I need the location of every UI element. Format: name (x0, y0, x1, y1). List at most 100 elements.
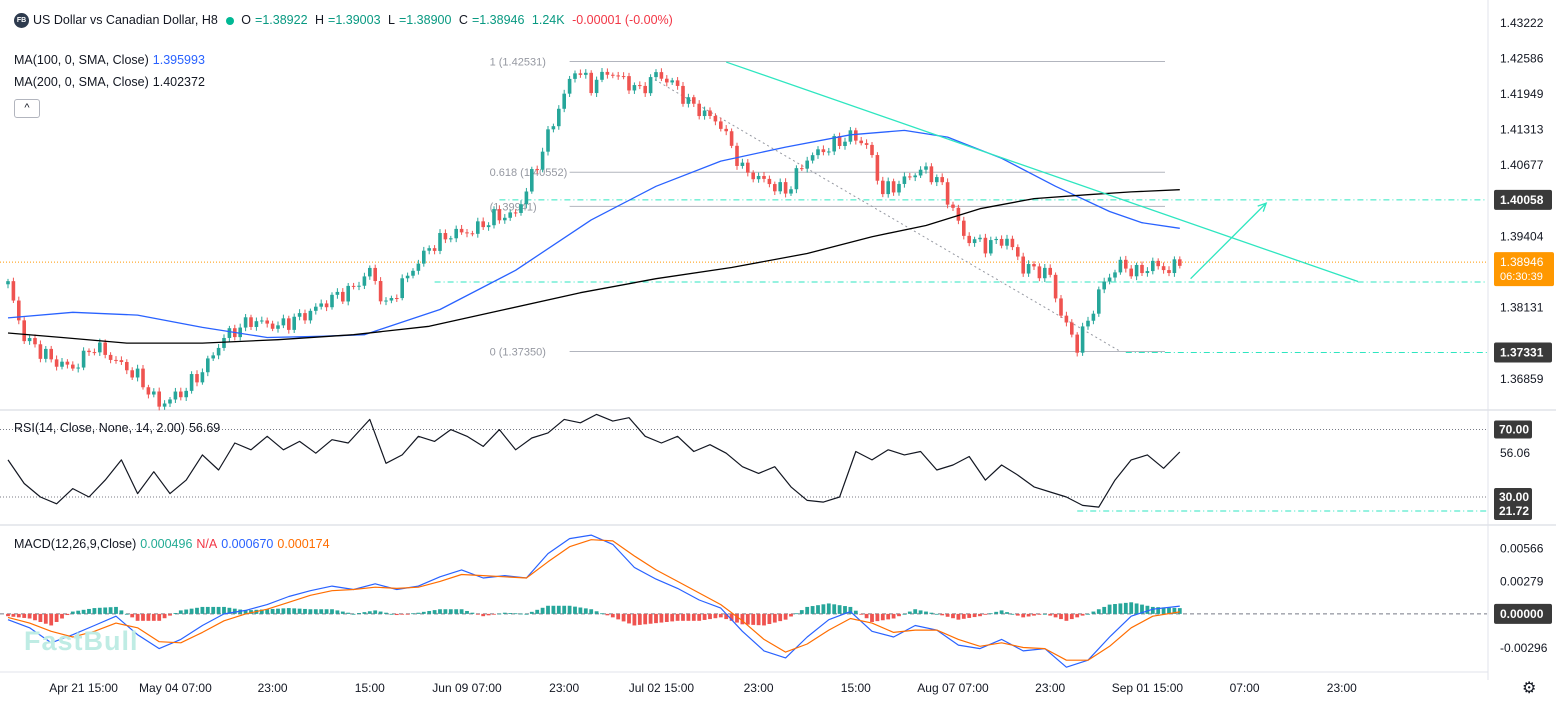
candle-body (800, 168, 804, 170)
macd-histogram-bar (508, 613, 513, 614)
candle-body (978, 237, 982, 240)
macd-histogram-bar (1037, 613, 1042, 615)
macd-histogram-bar (724, 613, 729, 620)
candle-body (206, 358, 210, 373)
candle-body (33, 338, 37, 345)
macd-histogram-bar (918, 610, 923, 614)
candle-body (729, 131, 734, 146)
macd-histogram-bar (65, 613, 70, 616)
candle-body (805, 160, 809, 169)
macd-histogram-bar (400, 613, 405, 615)
candle-body (1102, 281, 1106, 290)
time-axis-label: Apr 21 15:00 (49, 681, 118, 695)
macd-histogram-bar (1010, 613, 1015, 615)
price-level-badge (1494, 342, 1552, 363)
macd-histogram-bar (659, 613, 664, 623)
candle-body (71, 364, 75, 369)
macd-histogram-bar (708, 613, 712, 620)
macd-badge (1494, 603, 1552, 624)
candle-body (1043, 267, 1047, 279)
gear-icon[interactable]: ⚙ (1522, 680, 1537, 697)
macd-histogram-bar (43, 613, 48, 624)
candle-body (351, 285, 356, 287)
ma200-legend[interactable]: MA(200, 0, SMA, Close) 1.402372 (14, 75, 209, 89)
candle-body (600, 71, 604, 80)
ohlc-low-label: L (388, 13, 395, 27)
candle-body (184, 390, 188, 398)
macd-histogram-bar (1080, 613, 1085, 616)
candle-body (810, 155, 815, 161)
macd-histogram-bar (826, 603, 831, 614)
candle-body (476, 221, 480, 234)
candle-body (249, 317, 253, 327)
candle-body (562, 93, 566, 109)
time-axis-label: 15:00 (841, 681, 871, 695)
candle-body (362, 276, 367, 286)
time-axis-label: 23:00 (258, 681, 288, 695)
ma200-value: 1.402372 (152, 75, 205, 89)
macd-histogram-bar (292, 608, 297, 614)
macd-histogram-bar (940, 613, 945, 616)
macd-histogram-bar (675, 613, 680, 621)
price-tick-label: 1.41313 (1500, 123, 1544, 137)
candle-body (395, 298, 399, 300)
macd-histogram-bar (81, 609, 86, 614)
candle-body (648, 77, 653, 94)
candle-body (1021, 256, 1025, 274)
macd-histogram-bar (92, 608, 97, 614)
rsi-legend[interactable]: RSI(14, Close, None, 14, 2.00) 56.69 (14, 421, 224, 435)
time-axis-label: 07:00 (1230, 681, 1260, 695)
ma100-legend[interactable]: MA(100, 0, SMA, Close) 1.395993 (14, 53, 209, 67)
macd-histogram-bar (33, 613, 37, 621)
candle-body (530, 169, 534, 192)
price-tick-label: 1.36859 (1500, 372, 1544, 386)
macd-line (7, 534, 1180, 668)
candle-body (265, 320, 269, 324)
macd-histogram-bar (864, 613, 869, 619)
macd-signal-line (7, 539, 1180, 661)
macd-histogram-bar (907, 611, 912, 614)
time-axis-label: 23:00 (1327, 681, 1357, 695)
collapse-legend-button[interactable]: ^ (14, 99, 40, 118)
macd-histogram-bar (702, 613, 707, 620)
macd-histogram-bar (535, 609, 540, 614)
candle-body (1005, 238, 1009, 246)
candle-body (389, 298, 394, 301)
macd-histogram-bar (1015, 613, 1020, 616)
macd-histogram-bar (1167, 607, 1171, 614)
macd-histogram-bar (119, 610, 124, 614)
candle-body (135, 368, 140, 378)
candle-body (886, 181, 890, 195)
candle-body (405, 275, 410, 279)
macd-histogram-bar (654, 613, 658, 624)
macd-histogram-bar (54, 613, 59, 622)
candle-body (1161, 266, 1166, 271)
macd-histogram-bar (1161, 607, 1166, 614)
macd-histogram-bar (497, 613, 502, 615)
price-level-badge-text: 1.37331 (1500, 346, 1544, 360)
ohlc-high-value: =1.39003 (328, 13, 381, 27)
candle-body (1086, 320, 1090, 327)
macd-histogram-bar (378, 611, 383, 614)
macd-histogram-bar (211, 606, 216, 614)
last-price-badge (1494, 252, 1554, 287)
candle-body (708, 110, 712, 116)
macd-histogram-bar (886, 613, 891, 620)
candle-body (967, 235, 971, 244)
candle-body (573, 73, 577, 79)
rsi-line (7, 413, 1181, 508)
macd-histogram-bar (421, 611, 426, 614)
macd-histogram-bar (286, 608, 291, 614)
rsi-badge (1494, 420, 1532, 439)
macd-legend[interactable]: MACD(12,26,9,Close) 0.000496 N/A 0.000670 0.… (14, 537, 334, 551)
macd-histogram-bar (789, 613, 793, 617)
macd-histogram-bar (114, 606, 118, 614)
candle-body (497, 209, 502, 221)
candle-body (1134, 264, 1139, 277)
candle-body (270, 323, 275, 329)
candle-body (1016, 247, 1020, 257)
macd-histogram-bar (897, 613, 901, 617)
macd-histogram-bar (627, 613, 631, 624)
macd-histogram-bar (454, 609, 459, 614)
